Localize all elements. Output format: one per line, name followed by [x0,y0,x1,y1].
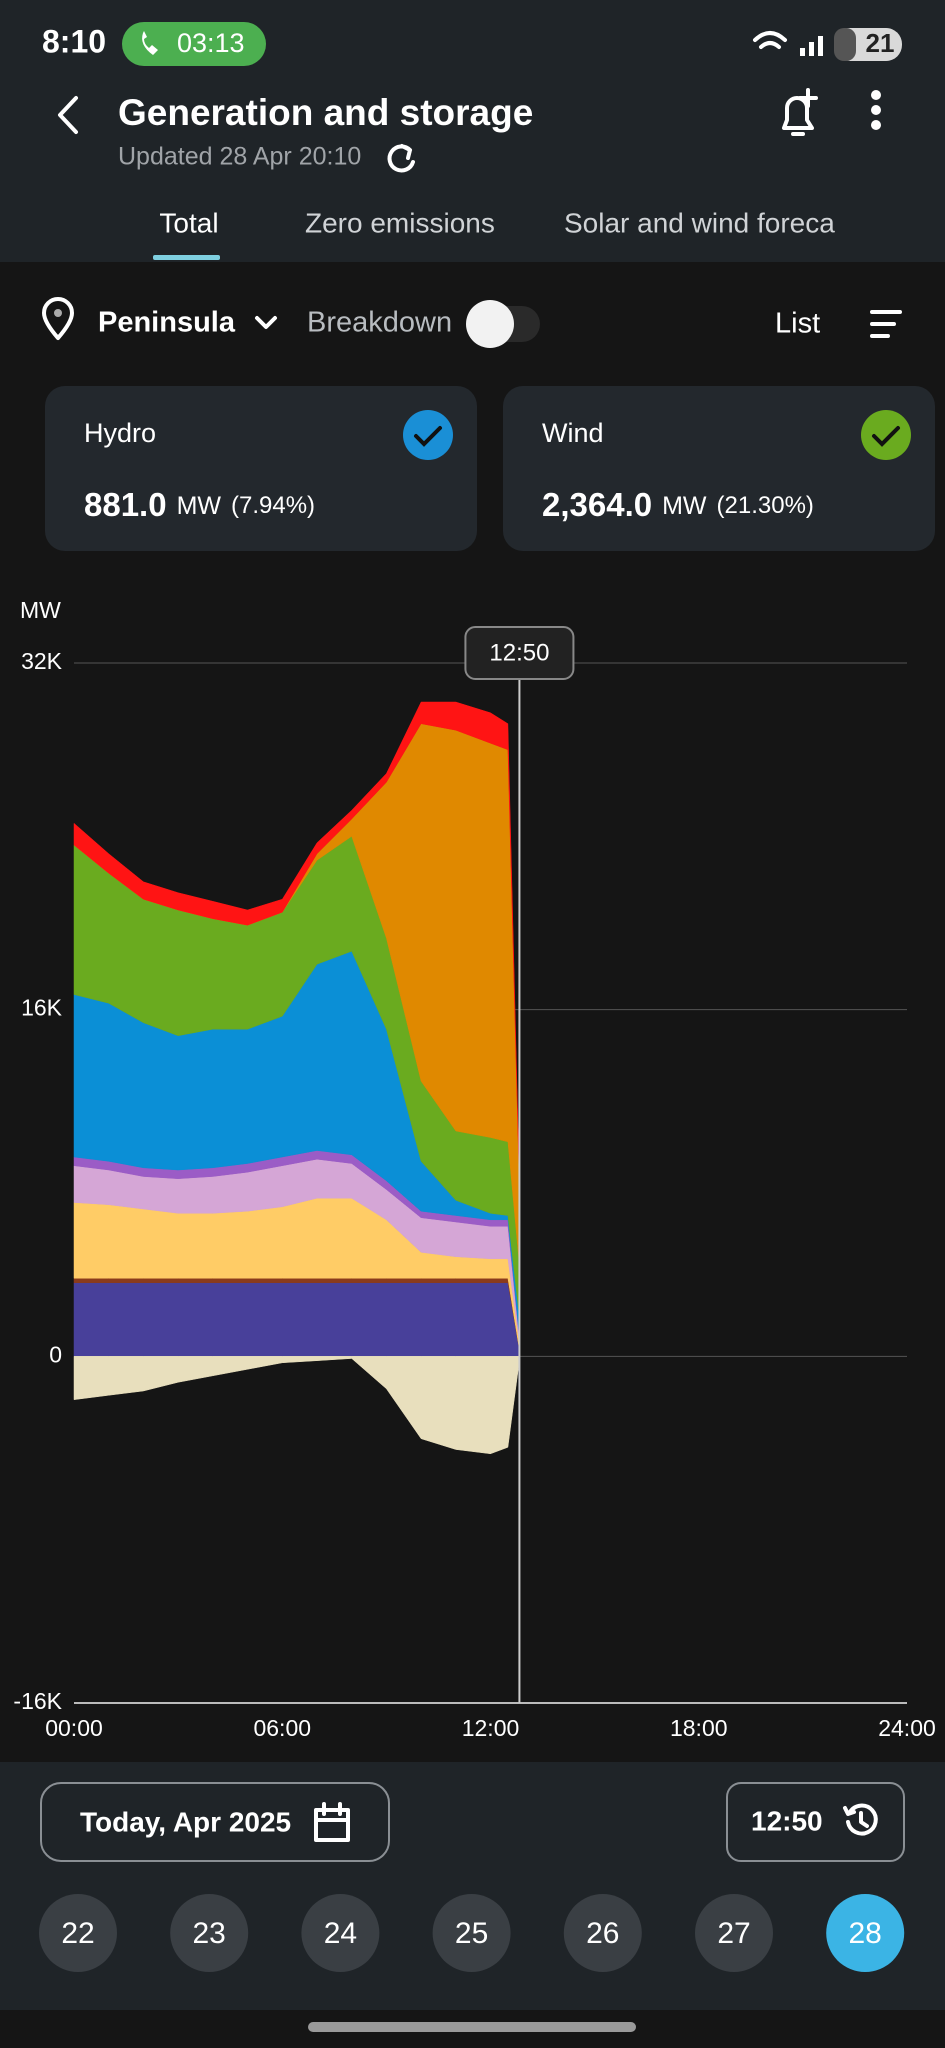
list-button[interactable]: List [775,308,820,340]
day-label: 28 [849,1917,882,1950]
cursor-tooltip [464,626,575,680]
region-chevron[interactable] [255,316,277,329]
check-mark [414,426,442,447]
card[interactable] [45,386,477,551]
area-series [73,1282,520,1357]
more-button[interactable] [871,90,881,130]
battery-level: 21 [866,28,895,58]
time-picker[interactable] [726,1782,905,1862]
region-select[interactable]: Peninsula [98,307,236,339]
location-dot [54,309,62,317]
y-tick-label: 32K [21,648,63,674]
add-alert-button[interactable] [782,88,818,136]
refresh-button[interactable] [387,144,415,173]
x-tick-label: 18:00 [670,1715,728,1741]
x-tick-label: 24:00 [878,1715,936,1741]
tab[interactable]: Total [159,207,218,238]
call-pill[interactable] [122,22,266,66]
card[interactable] [503,386,935,551]
unit: MW [662,492,707,520]
check-mark [872,426,900,447]
y-tick-label: -16K [13,1688,62,1714]
time-label: 12:50 [751,1805,823,1836]
back-button[interactable] [58,96,78,134]
day-selector: 22 23 24 25 26 27 28 [39,1894,905,1972]
signal-icon [800,36,823,56]
date-label: Today, Apr 2025 [80,1806,291,1837]
card-check[interactable] [861,410,911,460]
day-button[interactable] [39,1894,117,1972]
day-label: 24 [324,1917,357,1950]
card-label: Wind [542,418,604,448]
unit: MW [177,492,222,520]
day-button[interactable] [826,1894,905,1972]
y-axis-label: MW [20,597,61,623]
card-value: 2,364.0 MW (21.30%) [542,486,814,523]
x-tick-label: 12:00 [462,1715,520,1741]
toggle-knob [466,300,514,348]
day-button[interactable] [695,1894,773,1972]
call-icon [142,31,158,55]
tab-bar: Total Zero emissions Solar and wind fore… [159,207,835,238]
card-label: Hydro [84,418,156,448]
sort-button[interactable] [870,310,902,338]
page-title: Generation and storage [118,92,533,133]
date-picker[interactable] [40,1782,390,1862]
day-button[interactable] [301,1894,380,1972]
calendar-icon [314,1802,350,1842]
cursor-label: 12:50 [489,639,549,666]
x-tick-label: 00:00 [45,1715,103,1741]
x-tick-label: 06:00 [253,1715,311,1741]
day-label: 22 [61,1917,94,1950]
day-label: 26 [586,1917,619,1950]
day-button[interactable] [563,1894,642,1972]
breakdown-label: Breakdown [307,307,452,339]
tab-indicator [153,255,220,260]
value: 881.0 [84,486,167,523]
day-button[interactable] [170,1894,249,1972]
source-cards: Hydro 881.0 MW (7.94%) Wind 2,364.0 MW (21.30%) [45,386,935,551]
share: (7.94%) [231,492,315,519]
battery-charge [834,28,856,61]
history-icon [843,1803,878,1836]
tab[interactable]: Solar and wind foreca [564,207,835,238]
location-icon [42,297,74,340]
day-label: 27 [717,1917,750,1950]
wifi-icon [753,31,787,49]
y-tick-label: 16K [21,995,63,1021]
day-label: 25 [455,1917,488,1950]
share: (21.30%) [717,492,814,519]
y-tick-label: 0 [49,1341,62,1367]
home-indicator [308,2022,636,2032]
card-value: 881.0 MW (7.94%) [84,486,315,523]
day-label: 23 [193,1917,226,1950]
day-button[interactable] [432,1894,511,1972]
value: 2,364.0 [542,486,652,523]
card-check[interactable] [403,410,453,460]
call-timer: 03:13 [177,28,245,58]
chart: MW -16K 0 16K 32K 00:00 06:00 12:00 18:00 24:00 12… [13,597,935,1741]
footer-bg [0,1762,945,2010]
updated-text: Updated 28 Apr 20:10 [118,143,361,171]
status-time: 8:10 [42,23,106,59]
tab[interactable]: Zero emissions [305,207,495,238]
